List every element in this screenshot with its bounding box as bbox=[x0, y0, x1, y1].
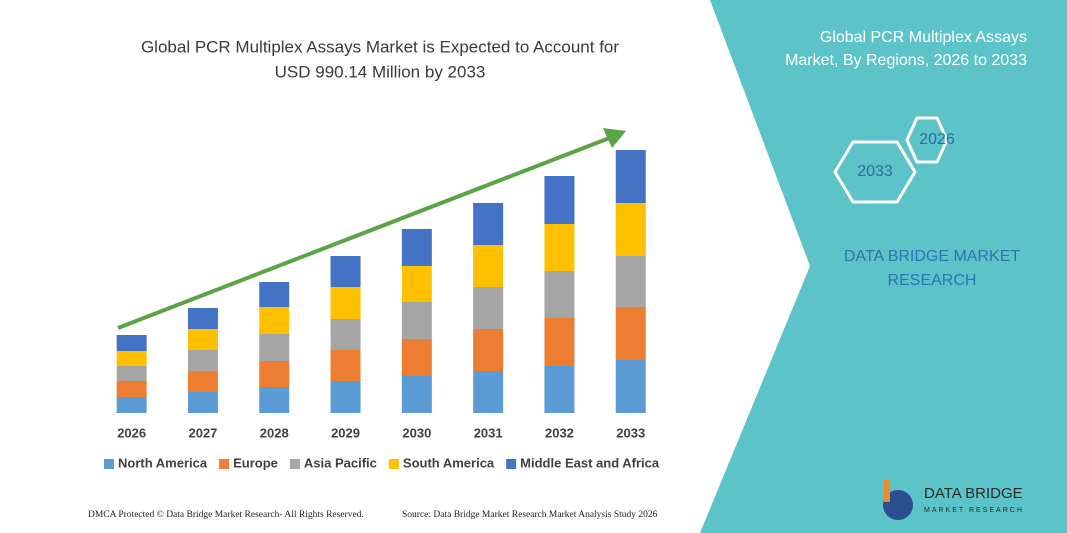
legend-swatch bbox=[104, 459, 114, 469]
bar-segment bbox=[330, 381, 361, 413]
bar-segment bbox=[259, 387, 290, 413]
bar-segment bbox=[401, 266, 432, 302]
bar-segment bbox=[615, 360, 646, 413]
legend-label: Middle East and Africa bbox=[520, 455, 660, 470]
bar-segment bbox=[116, 397, 147, 413]
x-tick-label: 2030 bbox=[402, 425, 431, 440]
bar-segment bbox=[473, 329, 504, 371]
logo-icon bbox=[883, 490, 913, 520]
bar-segment bbox=[259, 361, 290, 387]
trend-arrow bbox=[117, 135, 613, 330]
bar-segment bbox=[615, 203, 646, 256]
legend-label: South America bbox=[403, 455, 495, 470]
bar-segment bbox=[401, 302, 432, 339]
x-tick-label: 2031 bbox=[474, 425, 503, 440]
bar-segment bbox=[116, 335, 147, 351]
arrow-head bbox=[603, 128, 626, 148]
bar-segment bbox=[401, 339, 432, 376]
legend-label: Asia Pacific bbox=[304, 455, 377, 470]
bar-segment bbox=[401, 376, 432, 413]
bar-segment bbox=[187, 392, 218, 413]
hexagon bbox=[833, 140, 917, 204]
x-tick-label: 2029 bbox=[331, 425, 360, 440]
bar-segment bbox=[187, 350, 218, 371]
bar-segment bbox=[544, 224, 575, 271]
panel-title: Market, By Regions, 2026 to 2033 bbox=[785, 52, 1027, 69]
side-panel bbox=[700, 0, 1067, 533]
bar-segment bbox=[330, 256, 361, 287]
bar-segment bbox=[544, 366, 575, 413]
x-tick-label: 2033 bbox=[616, 425, 645, 440]
x-tick-label: 2026 bbox=[117, 425, 146, 440]
brand-text: RESEARCH bbox=[888, 272, 977, 289]
hexagon-label: 2026 bbox=[919, 131, 955, 148]
x-tick-label: 2028 bbox=[260, 425, 289, 440]
bar-segment bbox=[116, 351, 147, 366]
bar-segment bbox=[116, 366, 147, 381]
x-tick-label: 2027 bbox=[188, 425, 217, 440]
bar-segment bbox=[473, 371, 504, 413]
chart-title: Global PCR Multiplex Assays Market is Ex… bbox=[141, 37, 619, 56]
bar-segment bbox=[615, 256, 646, 307]
x-tick-label: 2032 bbox=[545, 425, 574, 440]
bar-segment bbox=[330, 287, 361, 319]
bar-segment bbox=[615, 150, 646, 203]
bar-segment bbox=[330, 350, 361, 381]
legend-label: North America bbox=[118, 455, 208, 470]
bar-segment bbox=[544, 318, 575, 366]
bar-segment bbox=[401, 229, 432, 266]
footer-left: DMCA Protected © Data Bridge Market Rese… bbox=[88, 509, 364, 520]
bar-segment bbox=[473, 245, 504, 287]
bar-segment bbox=[615, 307, 646, 360]
logo-icon bbox=[884, 480, 890, 502]
logo-text: DATA BRIDGE bbox=[924, 485, 1023, 502]
logo-subtext: MARKET RESEARCH bbox=[924, 507, 1024, 514]
bar-segment bbox=[259, 282, 290, 307]
bar-segment bbox=[473, 287, 504, 329]
hexagon-label: 2033 bbox=[857, 163, 893, 180]
legend-swatch bbox=[506, 459, 517, 469]
legend-swatch bbox=[219, 459, 230, 469]
legend-swatch bbox=[289, 459, 300, 469]
footer-right: Source: Data Bridge Market Research Mark… bbox=[402, 510, 658, 520]
legend-swatch bbox=[388, 459, 399, 469]
bar-segment bbox=[116, 381, 147, 397]
bar-segment bbox=[187, 308, 218, 329]
bar-segment bbox=[259, 307, 290, 334]
bar-segment bbox=[544, 271, 575, 318]
bar-segment bbox=[259, 334, 290, 361]
bar-segment bbox=[330, 319, 361, 350]
hexagon bbox=[905, 116, 949, 164]
chart-title: USD 990.14 Million by 2033 bbox=[275, 62, 486, 81]
panel-title: Global PCR Multiplex Assays bbox=[820, 29, 1027, 46]
brand-text: DATA BRIDGE MARKET bbox=[844, 248, 1021, 265]
legend-label: Europe bbox=[233, 455, 278, 470]
bar-segment bbox=[544, 176, 575, 224]
bar-segment bbox=[473, 203, 504, 245]
bar-segment bbox=[187, 371, 218, 392]
bar-segment bbox=[187, 329, 218, 350]
